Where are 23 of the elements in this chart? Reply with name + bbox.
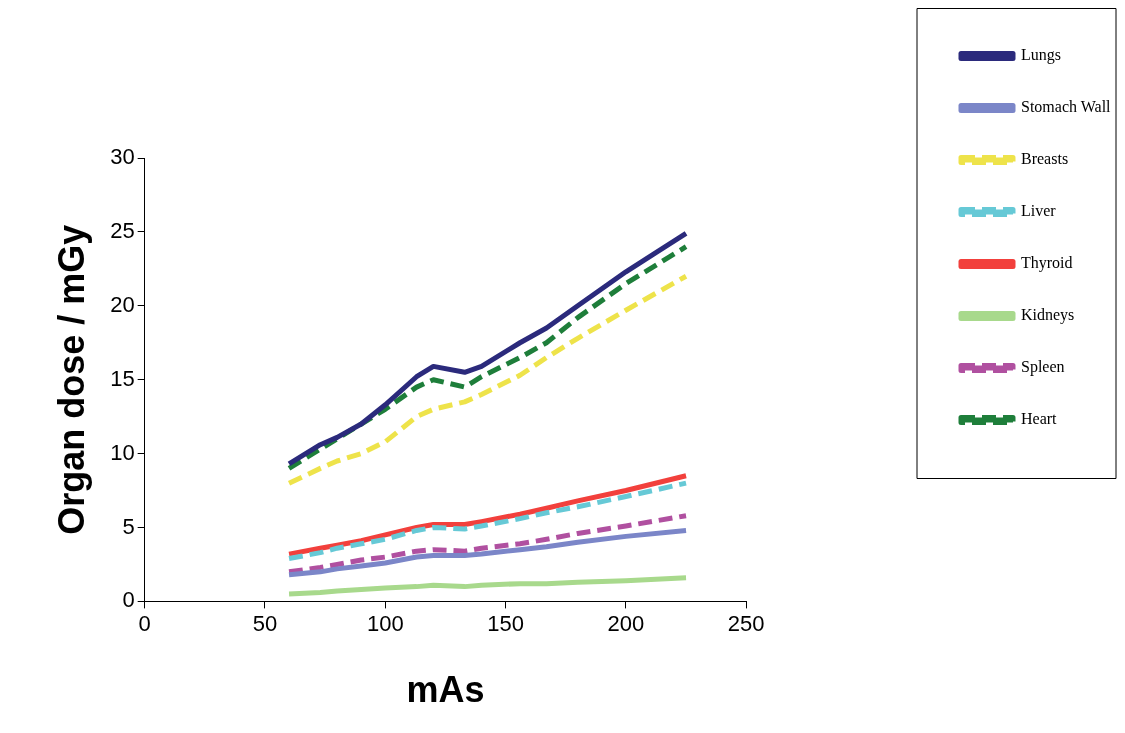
y-tick-label: 25 (110, 217, 135, 243)
legend-label: Spleen (1021, 358, 1065, 377)
y-tick-label: 15 (110, 365, 135, 391)
legend-label: Lungs (1021, 46, 1061, 65)
legend-label: Kidneys (1021, 306, 1075, 325)
x-tick-label: 150 (487, 610, 524, 636)
legend-label: Stomach Wall (1021, 98, 1112, 116)
legend-label: Thyroid (1021, 254, 1073, 273)
y-axis-title: Organ dose / mGy (50, 224, 92, 535)
y-tick-label: 20 (110, 291, 135, 317)
x-tick-label: 50 (252, 610, 278, 636)
legend-label: Liver (1021, 202, 1057, 220)
y-tick-label: 0 (122, 587, 135, 613)
legend-label: Breasts (1021, 150, 1069, 168)
legend-label: Heart (1021, 410, 1058, 428)
y-tick-label: 5 (122, 513, 135, 539)
x-axis-title: mAs (406, 669, 485, 711)
x-tick-label: 0 (138, 610, 151, 636)
x-tick-label: 100 (366, 610, 404, 636)
x-tick-label: 200 (607, 610, 645, 636)
y-tick-label: 30 (110, 144, 135, 170)
y-tick-label: 10 (110, 439, 135, 465)
x-tick-label: 250 (727, 610, 765, 636)
